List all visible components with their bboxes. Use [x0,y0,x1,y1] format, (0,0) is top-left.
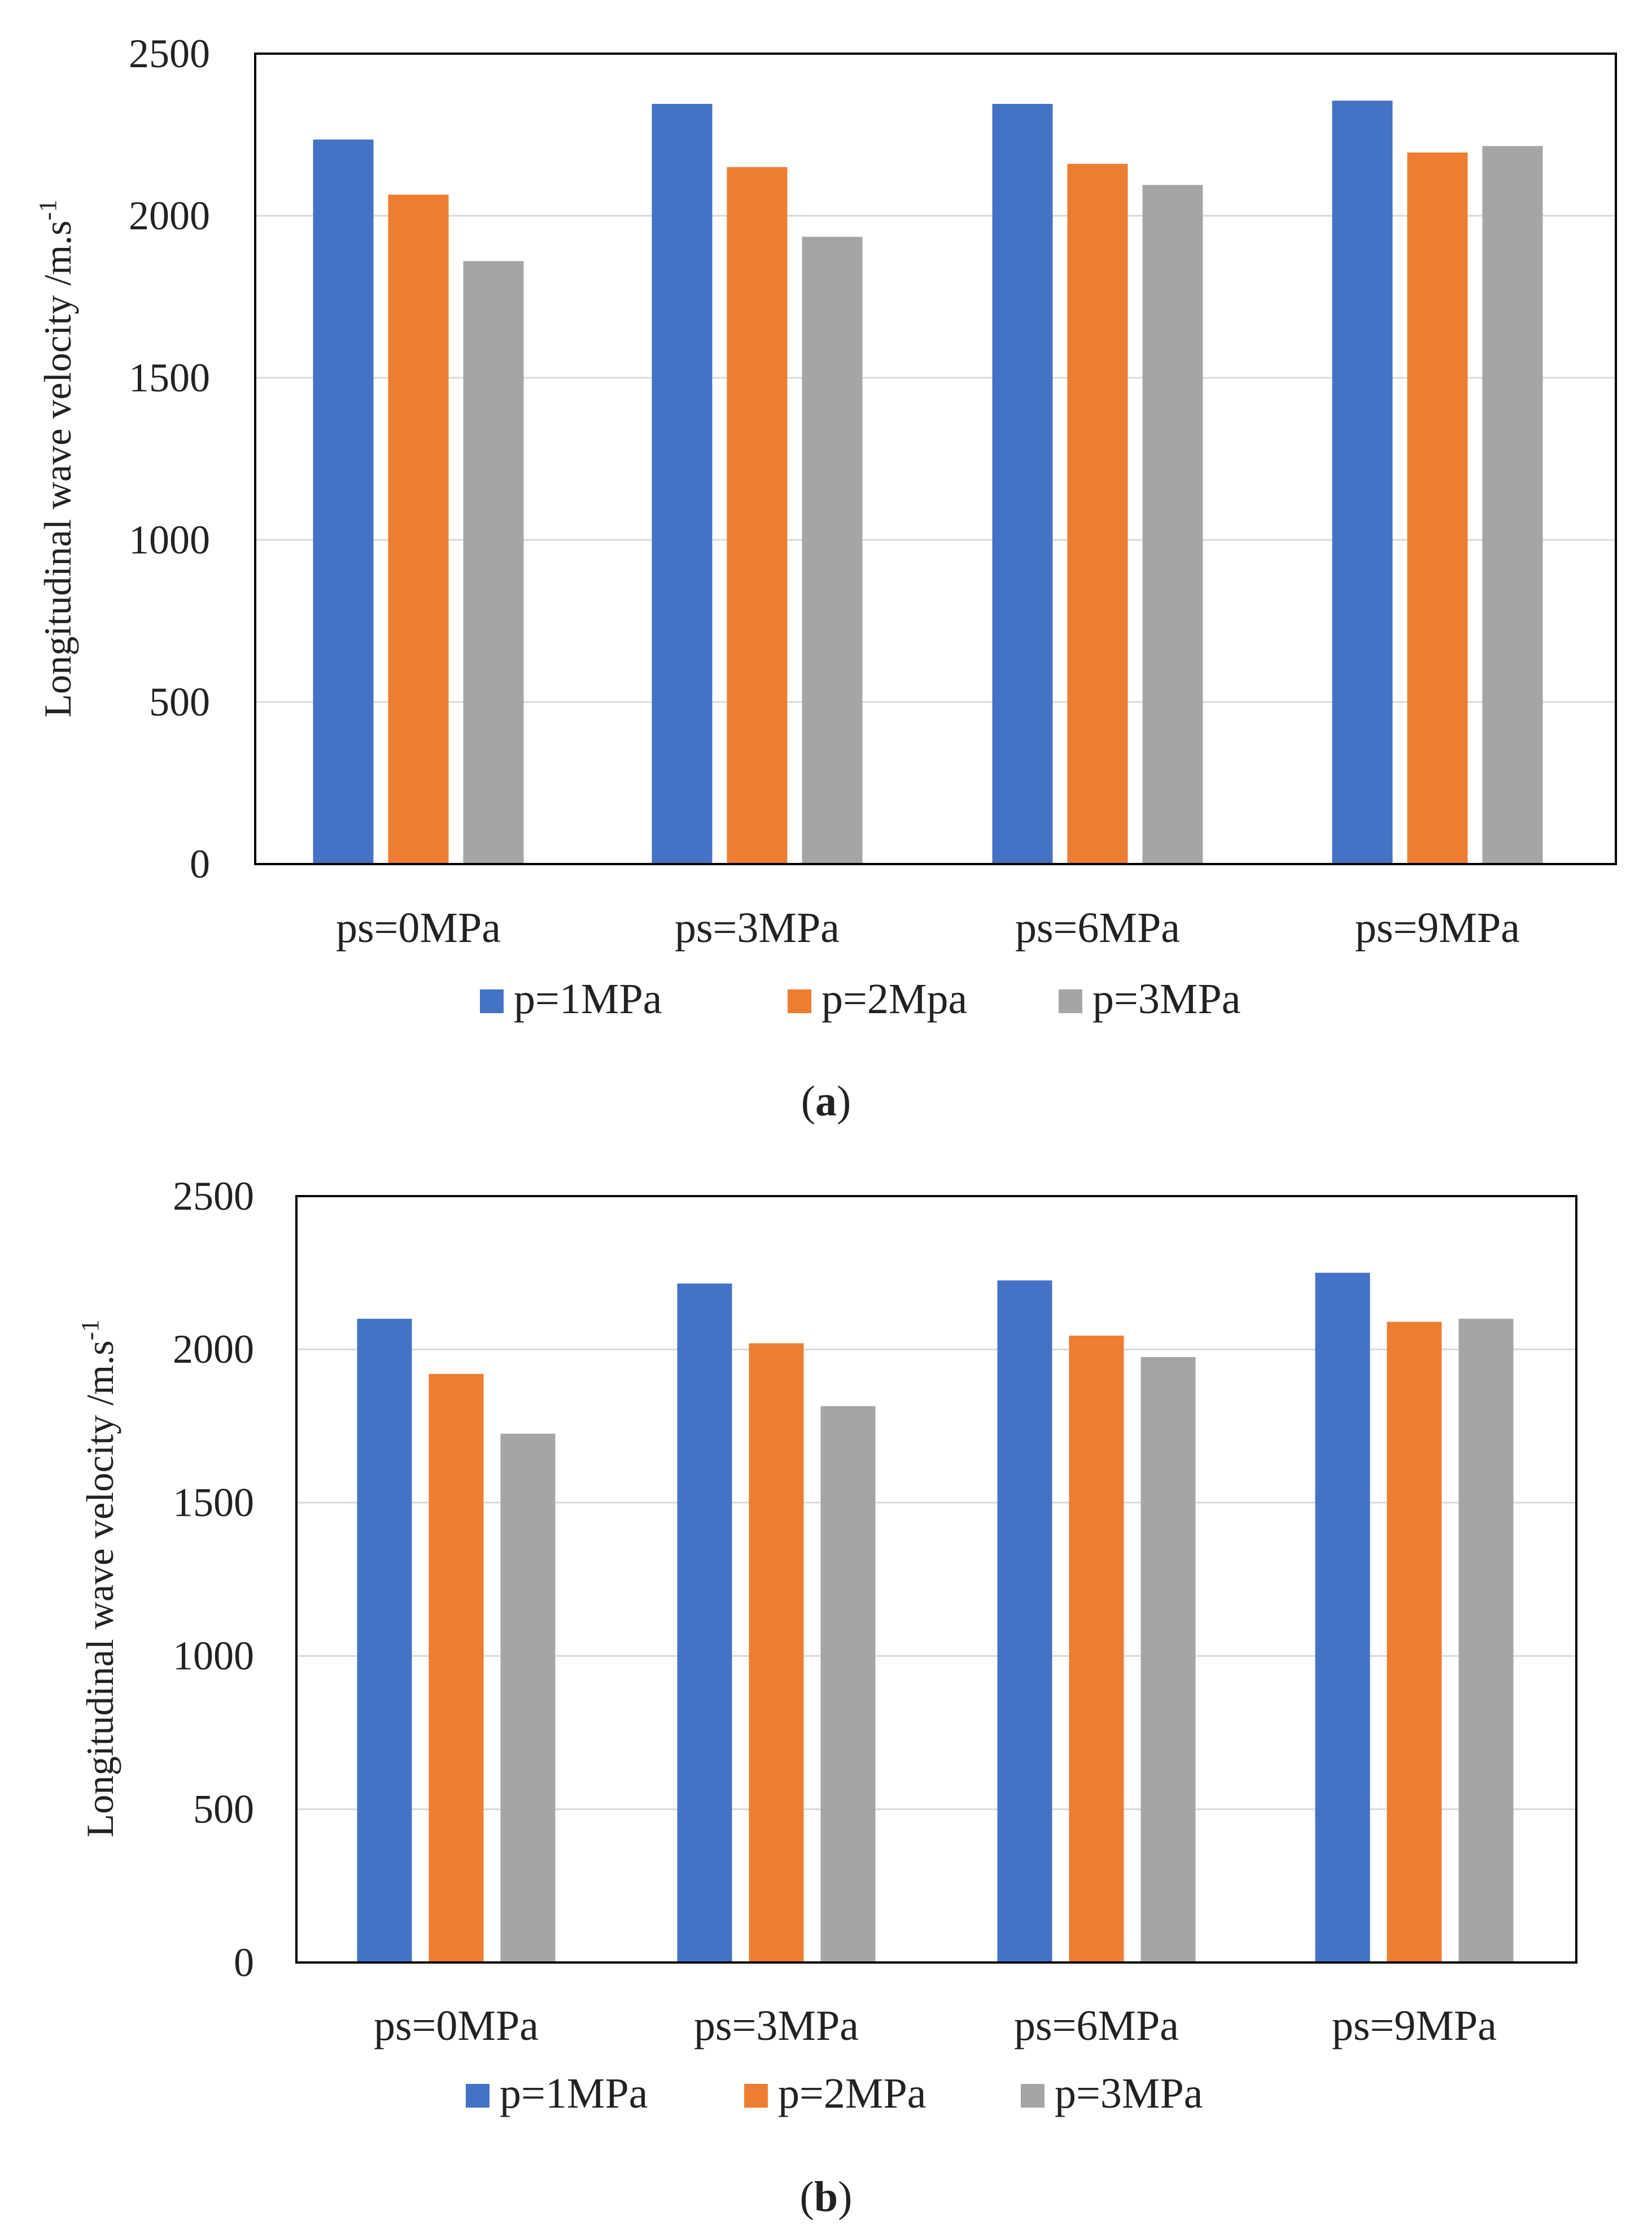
bar-p-3mpa-3 [1482,146,1543,865]
bar-p-2mpa-2 [1069,1335,1124,1962]
legend-swatch [744,2084,768,2108]
panel-label: (b) [800,2173,853,2221]
y-tick-label: 1500 [129,355,210,400]
x-category-label: ps=0MPa [374,2002,539,2049]
panel-label: (a) [801,1078,851,1125]
bar-p-1mpa-3 [1332,101,1393,865]
y-axis-label-text: Longitudinal wave velocity /m.s [78,1340,121,1837]
x-category-label: ps=6MPa [1015,904,1180,952]
legend-swatch [788,989,811,1013]
bar-p-2mpa-1 [727,167,788,864]
bar-p-2mpa-3 [1407,152,1468,864]
legend-label: p=2Mpa [821,975,967,1023]
y-axis-label: Longitudinal wave velocity /m.s-1 [34,200,79,718]
bar-p-2mpa-1 [749,1343,804,1962]
y-tick-label: 2000 [173,1327,254,1372]
bar-p-3mpa-0 [463,261,524,864]
bar-p-3mpa-0 [500,1433,556,1962]
legend-label: p=2MPa [778,2070,926,2117]
y-tick-label: 500 [193,1786,254,1831]
bar-p-3mpa-1 [820,1406,876,1962]
y-tick-label: 2500 [173,1174,254,1219]
bar-p-1mpa-1 [652,103,713,865]
legend: p=1MPa p=2Mpa p=3MPa [480,975,1240,1023]
y-tick-label: 2000 [129,193,210,238]
chart-panel-b: 0 500 1000 1500 2000 2500 ps=0MPa ps=3MPa ps=6MP… [76,1174,1577,2221]
y-axis-label: Longitudinal wave velocity /m.s-1 [76,1320,121,1838]
y-tick-label: 0 [190,841,210,887]
panel-label-letter: a [815,1078,837,1125]
y-axis-label-text: Longitudinal wave velocity /m.s [36,220,79,717]
x-category-label: ps=9MPa [1355,904,1520,952]
x-category-label: ps=6MPa [1014,2002,1179,2049]
panel-label-letter: b [814,2173,838,2221]
y-tick-label: 500 [149,679,210,725]
panel-label-close-paren: ) [837,1078,851,1125]
bar-p-1mpa-0 [357,1319,412,1962]
legend-swatch [1021,2084,1044,2108]
bar-p-3mpa-1 [802,237,863,864]
bar-p-2mpa-0 [388,194,449,865]
chart-panel-a: 0 500 1000 1500 2000 2500 ps=0MPa ps=3MPa ps=6MP… [34,31,1617,1125]
x-category-label: ps=3MPa [694,2002,859,2049]
bar-p-1mpa-2 [992,103,1053,865]
legend-swatch [480,989,504,1013]
y-axis-label-superscript: -1 [34,200,62,221]
plot-frame [254,53,1617,865]
panel-label-open-paren: ( [800,2173,814,2221]
x-category-label: ps=0MPa [336,904,501,952]
bar-p-2mpa-0 [429,1373,484,1962]
bar-p-3mpa-3 [1458,1319,1514,1962]
legend-swatch [1059,989,1082,1013]
y-tick-label: 1000 [129,517,210,562]
bar-p-3mpa-2 [1142,185,1203,865]
bar-p-1mpa-2 [997,1280,1052,1962]
bar-p-2mpa-2 [1067,164,1128,864]
x-category-label: ps=9MPa [1332,2002,1497,2049]
y-tick-label: 1500 [173,1480,254,1525]
y-tick-label: 2500 [129,31,210,76]
bar-p-1mpa-1 [677,1283,732,1962]
legend-swatch [466,2084,490,2108]
legend-label: p=3MPa [1092,975,1240,1023]
bar-p-2mpa-3 [1387,1322,1442,1962]
legend: p=1MPa p=2MPa p=3MPa [466,2070,1203,2117]
plot-frame [295,1195,1577,1964]
x-category-label: ps=3MPa [675,904,840,952]
legend-label: p=1MPa [514,975,662,1023]
bar-p-1mpa-0 [313,139,374,865]
y-axis-label-superscript: -1 [76,1320,104,1341]
y-tick-label: 0 [234,1940,254,1985]
panel-label-close-paren: ) [838,2173,852,2221]
legend-label: p=1MPa [500,2070,648,2117]
bar-p-1mpa-3 [1315,1272,1370,1962]
y-tick-label: 1000 [173,1633,254,1678]
bar-p-3mpa-2 [1140,1357,1196,1962]
panel-label-open-paren: ( [801,1078,815,1125]
legend-label: p=3MPa [1055,2070,1203,2117]
